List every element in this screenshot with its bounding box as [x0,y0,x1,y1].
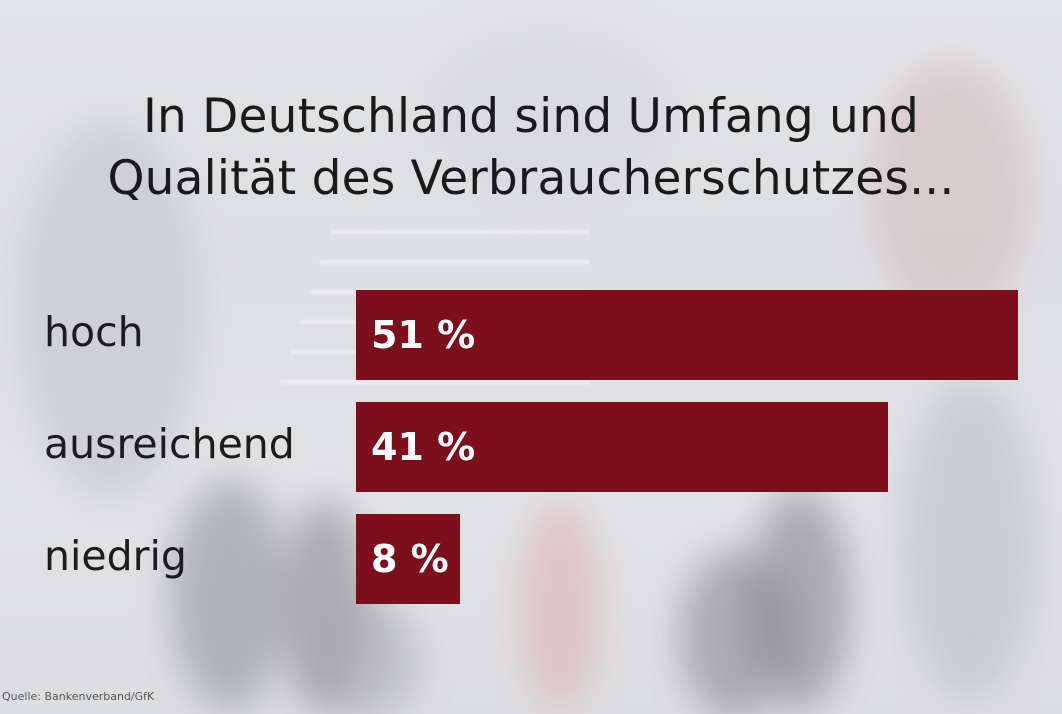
data-label-ausreichend: 41 % [371,425,476,469]
chart-title-line-2: Qualität des Verbraucherschutzes... [107,151,955,206]
data-label-niedrig: 8 % [371,537,449,581]
chart-title-line-1: In Deutschland sind Umfang und [142,89,920,144]
bar-hoch [356,290,1018,380]
source-note: Quelle: Bankenverband/GfK [2,690,155,703]
chart-title: In Deutschland sind Umfang und Qualität … [0,86,1062,210]
data-label-hoch: 51 % [371,313,476,357]
category-label-niedrig: niedrig [44,532,187,580]
bar-niedrig [356,514,460,604]
category-label-hoch: hoch [44,308,144,356]
category-label-ausreichend: ausreichend [44,420,295,468]
bar-ausreichend [356,402,888,492]
